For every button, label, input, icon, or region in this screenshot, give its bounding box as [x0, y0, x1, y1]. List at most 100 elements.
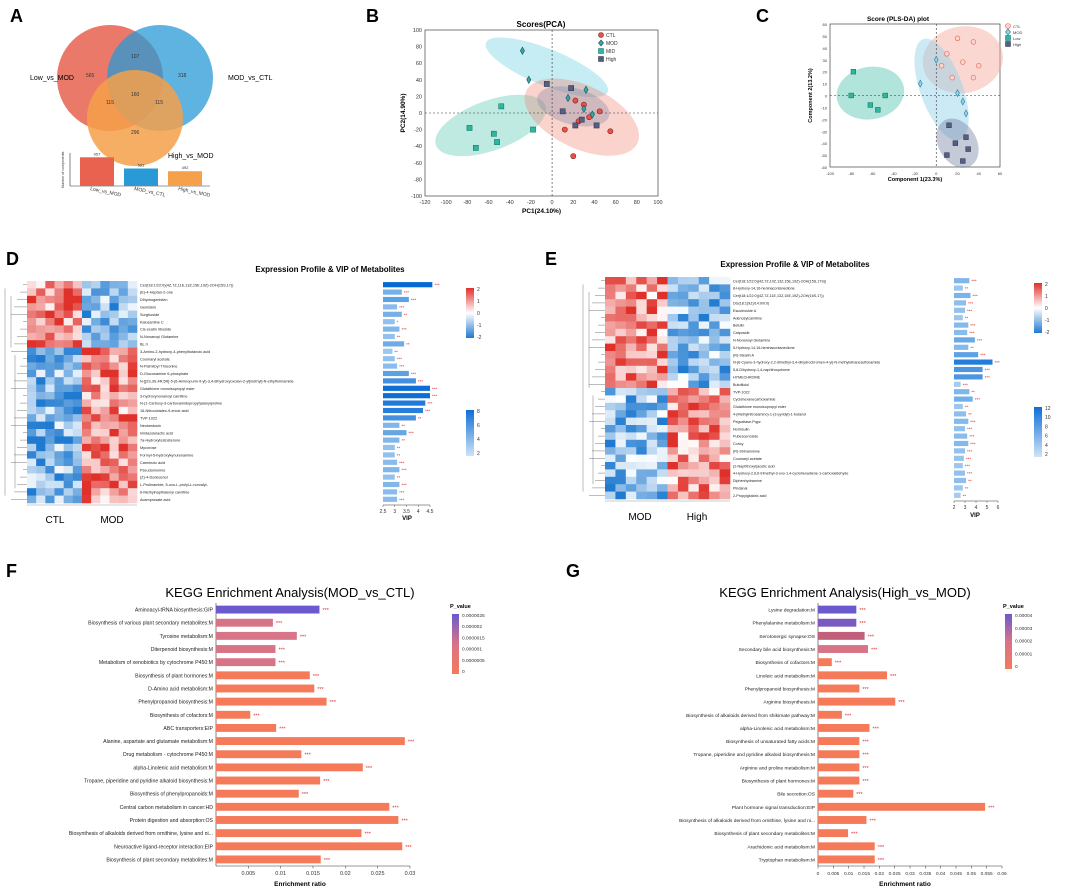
heatmap-cell — [54, 436, 64, 445]
enrichment-significance: *** — [835, 661, 842, 667]
heatmap-cell — [646, 380, 658, 389]
heatmap-cell — [677, 410, 689, 418]
heatmap-cell — [657, 328, 668, 337]
heatmap-cell — [625, 284, 637, 293]
heatmap-cell — [646, 321, 658, 330]
enrichment-bar — [818, 763, 860, 772]
vip-bar — [383, 356, 395, 362]
heatmap-cell — [127, 340, 138, 348]
vip-color-scale — [1034, 407, 1042, 457]
heatmap-cell — [109, 347, 119, 356]
heatmap-cell — [719, 447, 731, 455]
metabolite-label: Norinsulin — [733, 427, 749, 431]
heatmap-cell — [82, 414, 92, 422]
heatmap-cell — [82, 281, 92, 289]
color-scale-tick: -1 — [477, 323, 482, 329]
heatmap-e-group-high: High — [687, 512, 708, 523]
heatmap-cell — [646, 358, 658, 367]
heatmap-cell — [100, 303, 110, 311]
heatmap-cell — [91, 392, 101, 400]
vip-significance: *** — [970, 442, 976, 447]
vip-significance: ** — [968, 412, 972, 417]
metabolite-label: 4-Hydroxy-2,6,6-trimethyl-3-oxo-1,4-cycl… — [733, 472, 848, 476]
heatmap-cell — [667, 299, 679, 307]
vip-significance: *** — [418, 379, 424, 384]
heatmap-cell — [605, 432, 616, 441]
heatmap-cell — [36, 480, 46, 489]
enrichment-significance: *** — [323, 779, 330, 785]
vip-scale-tick: 2 — [1045, 452, 1048, 458]
heatmap-cell — [72, 295, 83, 304]
heatmap-cell — [688, 358, 700, 367]
heatmap-cell — [72, 362, 83, 371]
heatmap-cell — [54, 362, 64, 371]
heatmap-cell — [667, 343, 679, 352]
heatmap-cell — [100, 473, 110, 482]
heatmap-cell — [719, 314, 731, 322]
vip-bar — [954, 455, 964, 461]
enrichment-significance: *** — [873, 726, 880, 732]
metabolite-label: 7a-Hydroxytestosterone — [140, 439, 180, 443]
heatmap-cell — [677, 425, 689, 433]
heatmap-cell — [657, 314, 668, 322]
heatmap-cell — [127, 429, 138, 437]
heatmap-cell — [667, 410, 679, 418]
enrichment-significance: *** — [890, 674, 897, 680]
enrichment-bar — [818, 737, 860, 746]
metabolite-label: N-(6-Cyano-3-hydroxy-2,2-dimethyl-3,4-di… — [733, 361, 880, 365]
heatmap-cell — [698, 336, 710, 344]
vip-scale-tick: 2 — [477, 451, 480, 457]
heatmap-cell — [127, 466, 138, 474]
legend-marker — [1005, 28, 1011, 36]
enrichment-significance: *** — [859, 621, 866, 627]
heatmap-cell — [54, 466, 64, 474]
heatmap-cell — [677, 299, 689, 307]
enrichment-bar — [216, 710, 251, 719]
pathway-label: alpha-Linolenic acid metabolism:M — [740, 726, 815, 732]
heatmap-cell — [667, 425, 679, 433]
heatmap-cell — [82, 436, 92, 445]
metabolite-label: Cyclohexanecarboxamide — [733, 398, 775, 402]
heatmap-cell — [625, 328, 637, 337]
x-tick-label: -100 — [441, 200, 452, 206]
heatmap-cell — [709, 328, 720, 337]
heatmap-cell — [698, 425, 710, 433]
pvalue-tick: 0.000001 — [462, 647, 482, 653]
heatmap-cell — [27, 355, 37, 363]
heatmap-cell — [63, 369, 74, 378]
color-scale-tick: -2 — [477, 335, 482, 341]
heatmap-cell — [646, 425, 658, 433]
heatmap-cell — [719, 306, 731, 315]
heatmap-cell — [54, 414, 64, 422]
heatmap-cell — [127, 384, 138, 393]
heatmap-cell — [667, 402, 679, 411]
heatmap-cell — [63, 421, 74, 430]
heatmap-cell — [82, 384, 92, 393]
metabolite-label: 3-Amino-2-hydroxy-4-phenylbutanoic acid — [140, 350, 210, 354]
heatmap-cell — [605, 469, 616, 478]
heatmap-cell — [91, 325, 101, 334]
scatter-point-ctl — [607, 128, 614, 135]
heatmap-cell — [646, 284, 658, 293]
venn-bar-value: 583 — [138, 163, 145, 168]
x-tick-label: -20 — [912, 171, 919, 176]
heatmap-cell — [109, 458, 119, 467]
heatmap-cell — [657, 417, 668, 426]
heatmap-cell — [625, 462, 637, 470]
vip-significance: *** — [971, 279, 977, 284]
vip-significance: *** — [434, 283, 440, 288]
enrichment-significance: *** — [313, 674, 320, 680]
heatmap-cell — [646, 373, 658, 381]
vip-bar — [383, 378, 416, 384]
pvalue-color-scale — [452, 614, 459, 674]
metabolite-label: 2-Propylglutaric acid — [733, 494, 766, 498]
venn-label-mod: MOD_vs_CTL — [228, 75, 272, 82]
heatmap-cell — [677, 432, 689, 441]
heatmap-cell — [615, 432, 627, 441]
vip-bar — [383, 489, 398, 495]
confidence-ellipse — [914, 38, 969, 141]
pathway-label: Plant hormone signal transduction:EIP — [732, 805, 815, 811]
heatmap-cell — [63, 473, 74, 482]
heatmap-cell — [63, 340, 74, 348]
vip-significance: ** — [965, 405, 969, 410]
